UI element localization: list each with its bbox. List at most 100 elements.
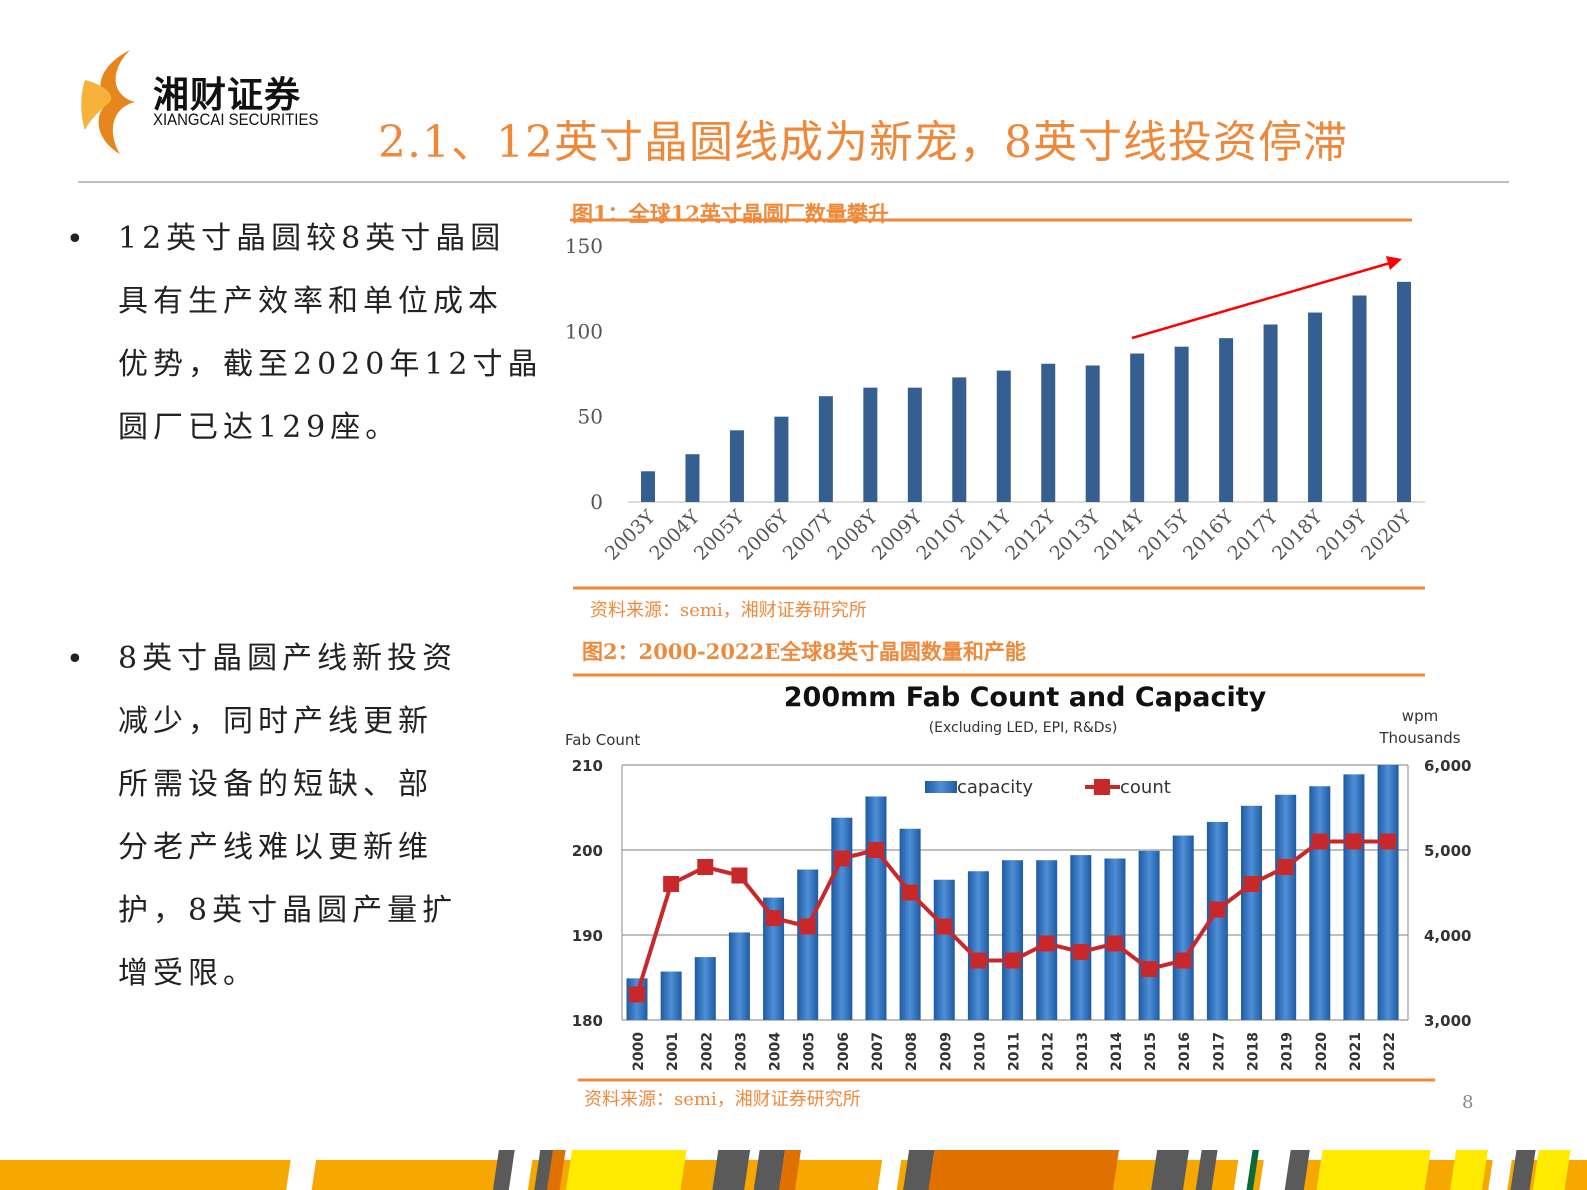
x-tick-label: 2020Y bbox=[1357, 506, 1416, 565]
bullet-line: 优势，截至2020年12寸晶 bbox=[118, 347, 543, 382]
y-axis-left-label: Fab Count bbox=[565, 731, 640, 749]
bullet-line: 减少，同时产线更新 bbox=[118, 704, 433, 739]
capacity-bar-2020 bbox=[1309, 786, 1331, 1020]
x-tick-label: 2008 bbox=[904, 1032, 920, 1071]
capacity-bar-2015 bbox=[1138, 850, 1160, 1020]
count-marker-2012 bbox=[1038, 935, 1055, 952]
x-tick-label: 2010 bbox=[972, 1032, 988, 1071]
footer-stripe-band bbox=[877, 1150, 903, 1190]
trend-arrow-head-icon bbox=[1386, 256, 1402, 270]
bar-2014Y bbox=[1130, 353, 1145, 502]
footer-stripe-band bbox=[1488, 1150, 1514, 1190]
bar-2020Y bbox=[1396, 281, 1411, 502]
bar-2003Y bbox=[641, 471, 655, 502]
x-tick-label: 2019 bbox=[1280, 1032, 1296, 1071]
count-marker-2008 bbox=[902, 884, 919, 901]
bullet-text-1: 12英寸晶圆较8英寸晶圆 具有生产效率和单位成本 优势，截至2020年12寸晶 … bbox=[118, 207, 543, 459]
footer-stripe-band bbox=[753, 1150, 786, 1190]
x-tick-label: 2018 bbox=[1246, 1032, 1262, 1071]
bullet-line: 12英寸晶圆较8英寸晶圆 bbox=[118, 221, 506, 256]
count-marker-2014 bbox=[1106, 935, 1123, 952]
x-tick-label: 2014 bbox=[1109, 1032, 1125, 1071]
capacity-bar-2011 bbox=[1002, 860, 1024, 1020]
count-marker-2022 bbox=[1380, 833, 1397, 850]
footer-stripe-band bbox=[1510, 1150, 1536, 1190]
x-tick-label: 2001 bbox=[665, 1032, 681, 1071]
y-right-tick-label: 5,000 bbox=[1424, 842, 1471, 860]
capacity-bar-2017 bbox=[1206, 821, 1228, 1020]
footer-stripe-band bbox=[1246, 1150, 1259, 1190]
chart2-title: 200mm Fab Count and Capacity bbox=[784, 682, 1267, 713]
bar-2004Y bbox=[685, 454, 700, 502]
footer-stripe-band bbox=[1151, 1150, 1189, 1190]
count-marker-2019 bbox=[1277, 859, 1294, 875]
count-marker-2004 bbox=[765, 910, 782, 926]
y-right-tick-label: 4,000 bbox=[1424, 927, 1471, 945]
count-marker-2016 bbox=[1175, 952, 1192, 969]
count-marker-2017 bbox=[1209, 901, 1226, 918]
x-tick-label: 2007 bbox=[870, 1032, 886, 1071]
footer-stripe-band bbox=[1195, 1150, 1218, 1190]
footer-stripe-band bbox=[508, 1150, 534, 1190]
capacity-bar-2021 bbox=[1343, 774, 1365, 1020]
logo-text-english: XIANGCAI SECURITIES bbox=[153, 110, 319, 129]
count-marker-2006 bbox=[833, 850, 850, 867]
capacity-bar-2001 bbox=[660, 971, 682, 1020]
y-tick-label: 150 bbox=[565, 234, 603, 258]
x-tick-label: 2004 bbox=[768, 1032, 784, 1071]
x-tick-label: 2002 bbox=[699, 1032, 715, 1071]
count-marker-2007 bbox=[867, 842, 884, 858]
footer-stripe-band bbox=[492, 1150, 515, 1190]
footer-stripe-band bbox=[712, 1150, 751, 1190]
count-marker-2020 bbox=[1311, 833, 1328, 850]
y-left-tick-label: 210 bbox=[572, 757, 603, 775]
figure2-source: 资料来源：semi，湘财证券研究所 bbox=[584, 1089, 861, 1110]
footer-stripe-band bbox=[779, 1150, 801, 1190]
count-marker-2003 bbox=[731, 867, 748, 884]
bullet-line: 所需设备的短缺、部 bbox=[118, 767, 433, 802]
count-marker-2011 bbox=[1004, 952, 1021, 969]
x-tick-label: 2006 bbox=[836, 1032, 852, 1071]
footer-stripe-band bbox=[1284, 1150, 1310, 1190]
x-tick-label: 2016 bbox=[1177, 1032, 1193, 1071]
capacity-bar-2019 bbox=[1275, 794, 1297, 1020]
y-tick-label: 100 bbox=[565, 319, 603, 343]
footer-stripe-band bbox=[1532, 1150, 1571, 1190]
count-marker-2002 bbox=[697, 859, 714, 875]
x-tick-label: 2009 bbox=[938, 1032, 954, 1071]
footer-stripe-band bbox=[928, 1150, 1119, 1190]
x-tick-label: 2012 bbox=[1041, 1032, 1057, 1071]
count-marker-2010 bbox=[970, 952, 987, 969]
y-axis-right-label: wpm bbox=[1402, 707, 1438, 725]
bar-2019Y bbox=[1352, 295, 1367, 502]
slide-title: 2.1、12英寸晶圆线成为新宠，8英寸线投资停滞 bbox=[378, 117, 1348, 168]
capacity-bar-2002 bbox=[694, 957, 716, 1020]
footer-stripe-band bbox=[1259, 1150, 1291, 1190]
x-tick-label: 2005 bbox=[802, 1032, 818, 1071]
y-tick-label: 0 bbox=[590, 490, 603, 514]
bar-2012Y bbox=[1041, 363, 1056, 502]
footer-stripe-band bbox=[1450, 1150, 1488, 1190]
x-tick-label: 2013 bbox=[1075, 1032, 1091, 1071]
capacity-bar-2005 bbox=[797, 869, 819, 1020]
logo-text-chinese: 湘财证券 bbox=[153, 75, 302, 116]
count-marker-2021 bbox=[1345, 833, 1362, 850]
bullet-line: 8英寸晶圆产线新投资 bbox=[118, 641, 458, 676]
bullet-line: 护，8英寸晶圆产量扩 bbox=[118, 893, 458, 928]
y-left-tick-label: 180 bbox=[572, 1012, 603, 1030]
bullet-line: 具有生产效率和单位成本 bbox=[118, 284, 503, 319]
count-marker-2018 bbox=[1243, 876, 1260, 892]
bar-2009Y bbox=[907, 387, 922, 502]
capacity-bar-2018 bbox=[1241, 805, 1263, 1020]
bar-2010Y bbox=[952, 377, 967, 502]
page-number: 8 bbox=[1462, 1092, 1474, 1113]
capacity-bar-2007 bbox=[865, 796, 887, 1020]
bar-2018Y bbox=[1308, 312, 1323, 502]
capacity-bar-2016 bbox=[1172, 835, 1194, 1020]
figure2-caption: 图2：2000-2022E全球8英寸晶圆数量和产能 bbox=[582, 639, 1026, 664]
footer-stripe-band bbox=[1316, 1150, 1431, 1190]
footer-stripe-band bbox=[903, 1150, 935, 1190]
x-tick-label: 2011 bbox=[1007, 1032, 1023, 1071]
bar-2008Y bbox=[863, 387, 878, 502]
